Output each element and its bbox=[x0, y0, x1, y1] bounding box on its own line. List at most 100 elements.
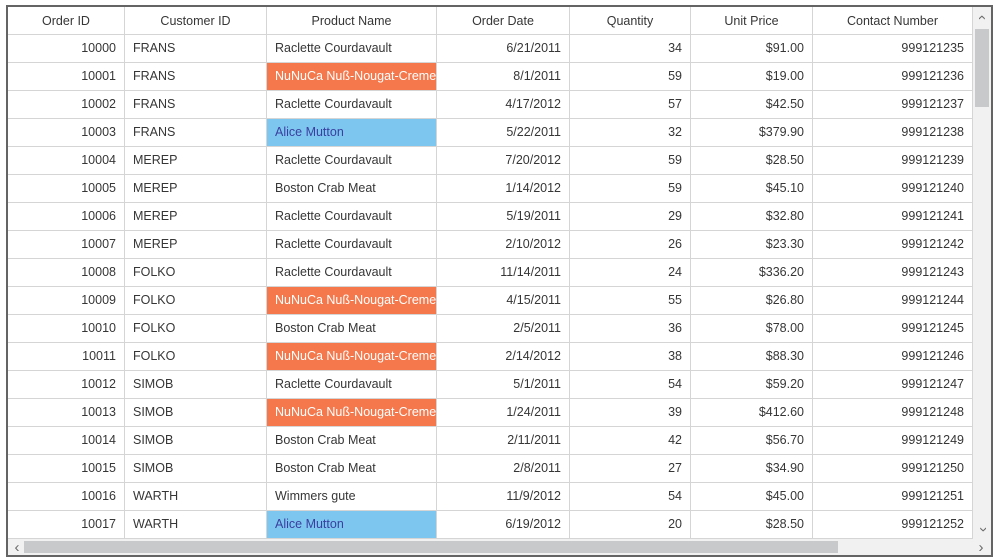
vertical-scrollbar-thumb[interactable] bbox=[975, 29, 989, 107]
cell-quantity: 34 bbox=[570, 35, 691, 63]
cell-customer-id: MEREP bbox=[125, 147, 267, 175]
cell-contact-number: 999121235 bbox=[813, 35, 973, 63]
cell-customer-id: SIMOB bbox=[125, 455, 267, 483]
table-row[interactable]: 10004 MEREP Raclette Courdavault 7/20/20… bbox=[8, 147, 973, 175]
cell-order-id: 10002 bbox=[8, 91, 125, 119]
cell-unit-price: $28.50 bbox=[691, 511, 813, 539]
cell-product-name: Wimmers gute bbox=[267, 483, 437, 511]
grid-header-row: Order ID Customer ID Product Name Order … bbox=[8, 7, 973, 35]
cell-unit-price: $45.10 bbox=[691, 175, 813, 203]
table-row[interactable]: 10009 FOLKO NuNuCa Nuß-Nougat-Creme 4/15… bbox=[8, 287, 973, 315]
cell-contact-number: 999121248 bbox=[813, 399, 973, 427]
cell-contact-number: 999121244 bbox=[813, 287, 973, 315]
cell-order-id: 10014 bbox=[8, 427, 125, 455]
grid-rows-container: 10000 FRANS Raclette Courdavault 6/21/20… bbox=[8, 35, 973, 539]
table-row[interactable]: 10003 FRANS Alice Mutton 5/22/2011 32 $3… bbox=[8, 119, 973, 147]
cell-product-name: Boston Crab Meat bbox=[267, 427, 437, 455]
cell-order-date: 2/8/2011 bbox=[437, 455, 570, 483]
column-header-product-name[interactable]: Product Name bbox=[267, 7, 437, 35]
cell-customer-id: FRANS bbox=[125, 63, 267, 91]
cell-order-id: 10011 bbox=[8, 343, 125, 371]
cell-quantity: 54 bbox=[570, 483, 691, 511]
vertical-scrollbar[interactable]: ‹ ‹ bbox=[973, 7, 991, 539]
table-row[interactable]: 10012 SIMOB Raclette Courdavault 5/1/201… bbox=[8, 371, 973, 399]
cell-contact-number: 999121246 bbox=[813, 343, 973, 371]
cell-unit-price: $78.00 bbox=[691, 315, 813, 343]
table-row[interactable]: 10011 FOLKO NuNuCa Nuß-Nougat-Creme 2/14… bbox=[8, 343, 973, 371]
cell-product-name: Alice Mutton bbox=[267, 119, 437, 147]
scroll-right-icon: › bbox=[978, 538, 984, 556]
cell-quantity: 59 bbox=[570, 175, 691, 203]
cell-order-id: 10017 bbox=[8, 511, 125, 539]
cell-product-name: Boston Crab Meat bbox=[267, 315, 437, 343]
cell-order-id: 10005 bbox=[8, 175, 125, 203]
cell-customer-id: FOLKO bbox=[125, 259, 267, 287]
cell-unit-price: $34.90 bbox=[691, 455, 813, 483]
table-row[interactable]: 10016 WARTH Wimmers gute 11/9/2012 54 $4… bbox=[8, 483, 973, 511]
horizontal-scrollbar[interactable]: ‹ › bbox=[8, 539, 991, 555]
cell-product-name: NuNuCa Nuß-Nougat-Creme bbox=[267, 287, 437, 315]
table-row[interactable]: 10008 FOLKO Raclette Courdavault 11/14/2… bbox=[8, 259, 973, 287]
table-row[interactable]: 10013 SIMOB NuNuCa Nuß-Nougat-Creme 1/24… bbox=[8, 399, 973, 427]
cell-contact-number: 999121251 bbox=[813, 483, 973, 511]
scroll-down-button[interactable]: ‹ bbox=[973, 521, 991, 537]
column-header-quantity[interactable]: Quantity bbox=[570, 7, 691, 35]
cell-order-date: 2/11/2011 bbox=[437, 427, 570, 455]
cell-contact-number: 999121245 bbox=[813, 315, 973, 343]
cell-order-id: 10009 bbox=[8, 287, 125, 315]
cell-order-date: 2/5/2011 bbox=[437, 315, 570, 343]
cell-order-id: 10003 bbox=[8, 119, 125, 147]
cell-product-name: NuNuCa Nuß-Nougat-Creme bbox=[267, 343, 437, 371]
scroll-right-button[interactable]: › bbox=[973, 539, 989, 555]
table-row[interactable]: 10007 MEREP Raclette Courdavault 2/10/20… bbox=[8, 231, 973, 259]
cell-contact-number: 999121242 bbox=[813, 231, 973, 259]
cell-order-id: 10010 bbox=[8, 315, 125, 343]
cell-contact-number: 999121238 bbox=[813, 119, 973, 147]
cell-quantity: 32 bbox=[570, 119, 691, 147]
cell-unit-price: $91.00 bbox=[691, 35, 813, 63]
cell-contact-number: 999121239 bbox=[813, 147, 973, 175]
cell-order-date: 1/14/2012 bbox=[437, 175, 570, 203]
table-row[interactable]: 10001 FRANS NuNuCa Nuß-Nougat-Creme 8/1/… bbox=[8, 63, 973, 91]
cell-order-date: 4/17/2012 bbox=[437, 91, 570, 119]
cell-product-name: Raclette Courdavault bbox=[267, 147, 437, 175]
cell-quantity: 27 bbox=[570, 455, 691, 483]
column-header-order-id[interactable]: Order ID bbox=[8, 7, 125, 35]
data-grid: Order ID Customer ID Product Name Order … bbox=[6, 5, 993, 557]
cell-quantity: 55 bbox=[570, 287, 691, 315]
table-row[interactable]: 10017 WARTH Alice Mutton 6/19/2012 20 $2… bbox=[8, 511, 973, 539]
table-row[interactable]: 10006 MEREP Raclette Courdavault 5/19/20… bbox=[8, 203, 973, 231]
cell-product-name: Alice Mutton bbox=[267, 511, 437, 539]
cell-order-date: 8/1/2011 bbox=[437, 63, 570, 91]
cell-order-date: 6/21/2011 bbox=[437, 35, 570, 63]
cell-order-id: 10007 bbox=[8, 231, 125, 259]
cell-contact-number: 999121236 bbox=[813, 63, 973, 91]
grid-main-area: Order ID Customer ID Product Name Order … bbox=[8, 7, 991, 539]
scroll-left-button[interactable]: ‹ bbox=[9, 539, 25, 555]
cell-quantity: 59 bbox=[570, 147, 691, 175]
cell-product-name: NuNuCa Nuß-Nougat-Creme bbox=[267, 399, 437, 427]
column-header-order-date[interactable]: Order Date bbox=[437, 7, 570, 35]
cell-contact-number: 999121237 bbox=[813, 91, 973, 119]
table-row[interactable]: 10005 MEREP Boston Crab Meat 1/14/2012 5… bbox=[8, 175, 973, 203]
table-row[interactable]: 10010 FOLKO Boston Crab Meat 2/5/2011 36… bbox=[8, 315, 973, 343]
table-row[interactable]: 10000 FRANS Raclette Courdavault 6/21/20… bbox=[8, 35, 973, 63]
table-row[interactable]: 10014 SIMOB Boston Crab Meat 2/11/2011 4… bbox=[8, 427, 973, 455]
column-header-unit-price[interactable]: Unit Price bbox=[691, 7, 813, 35]
scroll-up-button[interactable]: ‹ bbox=[973, 9, 991, 25]
cell-unit-price: $45.00 bbox=[691, 483, 813, 511]
cell-product-name: Boston Crab Meat bbox=[267, 455, 437, 483]
cell-customer-id: FOLKO bbox=[125, 287, 267, 315]
cell-product-name: NuNuCa Nuß-Nougat-Creme bbox=[267, 63, 437, 91]
cell-unit-price: $59.20 bbox=[691, 371, 813, 399]
cell-order-date: 11/9/2012 bbox=[437, 483, 570, 511]
grid-columns-area: Order ID Customer ID Product Name Order … bbox=[8, 7, 973, 539]
cell-order-id: 10013 bbox=[8, 399, 125, 427]
table-row[interactable]: 10002 FRANS Raclette Courdavault 4/17/20… bbox=[8, 91, 973, 119]
column-header-customer-id[interactable]: Customer ID bbox=[125, 7, 267, 35]
horizontal-scrollbar-thumb[interactable] bbox=[24, 541, 838, 553]
table-row[interactable]: 10015 SIMOB Boston Crab Meat 2/8/2011 27… bbox=[8, 455, 973, 483]
column-header-contact-number[interactable]: Contact Number bbox=[813, 7, 973, 35]
cell-order-id: 10004 bbox=[8, 147, 125, 175]
cell-customer-id: WARTH bbox=[125, 511, 267, 539]
